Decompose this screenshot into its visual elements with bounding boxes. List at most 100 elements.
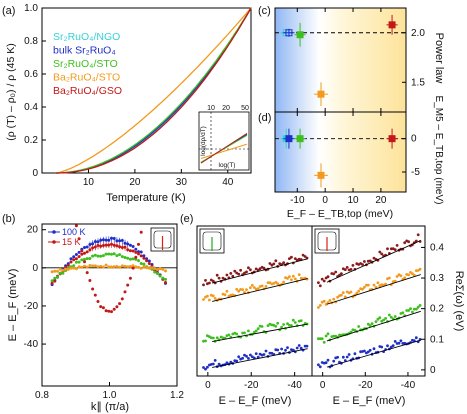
- panel-e-left-point-2: [204, 339, 207, 343]
- panel-b-point-2: [96, 254, 100, 258]
- panel-e-right-point-0: [403, 241, 407, 245]
- panel-e-left-xtick-label: -40: [287, 380, 302, 391]
- panel-e-right-point-3: [345, 355, 349, 359]
- panel-b-point-1: [50, 281, 54, 285]
- panel-e-right-point-3: [353, 352, 357, 356]
- panel-a-inset: 10 20 50 log(T) log(dρ/dT): [198, 105, 250, 171]
- panel-e-left-point-1: [208, 298, 211, 302]
- panel-b-point-1: [53, 279, 57, 283]
- panel-e-left-point-3: [264, 349, 268, 353]
- panel-b-point-2: [61, 271, 65, 275]
- panel-e-left-point-0: [225, 273, 229, 277]
- panel-d-xlabel: E_F – E_TB,top (meV): [287, 208, 393, 220]
- panel-c: (c) 1.5 2.0 Power law: [258, 5, 445, 113]
- panel-e-right-point-1: [318, 304, 322, 307]
- panel-b-point-2: [83, 257, 86, 261]
- panel-e-right-point-0: [395, 244, 399, 247]
- panel-e-left-point-1: [243, 291, 246, 294]
- panel-e-right-point-0: [345, 266, 349, 269]
- panel-e-left-point-3: [235, 359, 239, 363]
- panel-e-right-point-1: [328, 299, 332, 302]
- panel-e-left-fit-1: [212, 278, 308, 302]
- panel-e-right-point-1: [374, 285, 378, 289]
- panel-a: (a) 10 20 30 40 0 0.2 0.4 0.6 0.8 1.0 Temperature…: [2, 3, 252, 204]
- panel-e-right-point-2: [374, 320, 378, 323]
- inset-xtick-50: 50: [241, 105, 249, 112]
- panel-e-right-point-0: [378, 250, 382, 254]
- panel-b-point-1: [69, 260, 73, 264]
- panel-e-right-point-3: [366, 350, 370, 354]
- panel-e-left-point-0: [208, 281, 211, 285]
- panel-e-right-point-1: [343, 295, 347, 299]
- panel-e-right-point-2: [384, 317, 387, 320]
- panel-e-left-point-3: [280, 347, 283, 351]
- panel-b-point-3: [158, 267, 162, 271]
- panel-e-right-point-2: [409, 307, 412, 311]
- panel-b-point-3: [134, 265, 138, 269]
- panel-e-left-point-0: [272, 262, 276, 266]
- panel-e-left-point-2: [274, 324, 278, 328]
- panel-e-right-point-0: [407, 240, 410, 244]
- panel-e-left-point-1: [235, 287, 239, 291]
- panel-e-right-point-0: [340, 272, 343, 275]
- panel-e-left-point-0: [229, 272, 233, 275]
- panel-e-left-point-3: [254, 352, 258, 355]
- panel-e-right-point-3: [393, 340, 397, 343]
- panel-b-point-0: [131, 245, 135, 248]
- panel-b-point-4: [131, 266, 135, 270]
- panel-b: (b) 0.8 1.0 1.2 -40 -20 0 20 k∥ (π/a) E – E_F …: [2, 213, 184, 413]
- panel-b-point-4: [115, 305, 119, 309]
- panel-d-point-4: [388, 135, 396, 143]
- panel-e-left-point-3: [284, 348, 287, 352]
- panel-e-right-point-2: [368, 324, 372, 327]
- panel-e-left-point-3: [237, 355, 241, 359]
- panel-b-point-4: [137, 242, 140, 246]
- panel-b-point-0: [128, 243, 132, 247]
- panel-c-content: 1.5 2.0: [275, 8, 425, 112]
- panel-b-point-2: [85, 257, 89, 261]
- panel-b-point-3: [153, 267, 157, 271]
- panel-b-point-2: [164, 277, 167, 281]
- panel-e-left-point-2: [215, 336, 219, 340]
- panel-a-xlabel: Temperature (K): [106, 192, 185, 204]
- panel-e-left-point-1: [213, 297, 217, 300]
- panel-e-right-point-1: [376, 281, 380, 285]
- panel-e-right-point-2: [332, 334, 336, 338]
- panel-e-left-point-1: [252, 286, 256, 289]
- panel-b-point-3: [88, 264, 92, 267]
- panel-e-right-point-3: [341, 355, 345, 359]
- panel-b-point-1: [128, 249, 132, 253]
- panel-e-left-point-0: [301, 253, 305, 257]
- panel-b-point-4: [128, 276, 132, 280]
- panel-b-point-3: [131, 264, 135, 268]
- panel-b-point-4: [120, 297, 124, 301]
- panel-b-point-4: [123, 290, 127, 294]
- panel-b-point-3: [123, 264, 127, 268]
- panel-b-point-3: [91, 264, 95, 268]
- panel-b-xlabel: k∥ (π/a): [91, 401, 129, 413]
- panel-b-point-4: [134, 255, 138, 259]
- panel-a-legend-entry-1: bulk Sr₂RuO₄: [53, 45, 116, 57]
- panel-e-right-point-3: [391, 344, 395, 347]
- panel-d-xtick-label: 10: [347, 195, 359, 206]
- panel-e-right-xtick-label: -40: [401, 380, 416, 391]
- panel-a-ytick-label: 0.4: [24, 102, 38, 113]
- panel-b-point-3: [120, 264, 124, 268]
- panel-e-left-point-3: [225, 361, 229, 365]
- panel-e-right-point-2: [326, 332, 330, 336]
- panel-b-point-3: [142, 265, 146, 269]
- panel-b-point-1: [85, 250, 89, 254]
- panel-e-right-point-2: [324, 334, 328, 338]
- panel-d-ytick-label: -5: [411, 167, 420, 178]
- panel-b-point-4: [77, 237, 81, 241]
- panel-b-point-0: [134, 247, 138, 251]
- panel-b-legend-marker-0: [52, 230, 56, 234]
- panel-b-point-0: [77, 250, 81, 254]
- panel-e-right-point-0: [393, 248, 397, 252]
- panel-b-point-0: [83, 246, 86, 249]
- panel-e-right-point-3: [397, 341, 401, 345]
- panel-b-point-3: [74, 267, 78, 271]
- inset-curve-4: [200, 132, 248, 164]
- panel-e-left-fit-3: [212, 348, 308, 368]
